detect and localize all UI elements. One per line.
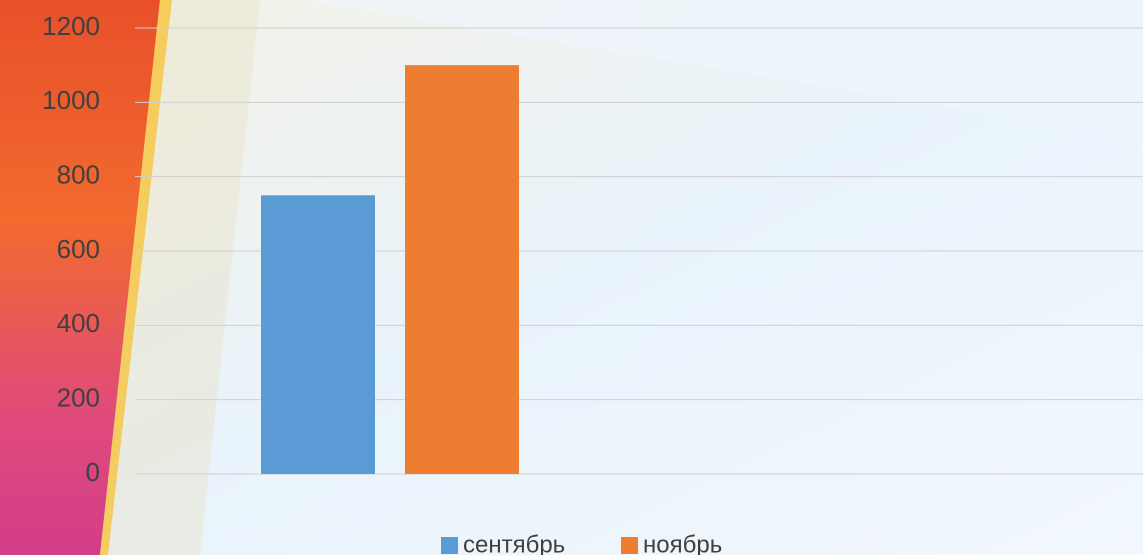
y-tick-label: 0: [86, 457, 100, 487]
y-tick-label: 200: [57, 383, 100, 413]
y-tick-label: 800: [57, 160, 100, 190]
chart: 0 200 400 600 800 1000 1200 сентябрь ноябрь: [0, 0, 1143, 555]
legend-swatch: [441, 537, 458, 554]
y-tick-label: 1000: [42, 85, 100, 115]
y-tick-label: 400: [57, 308, 100, 338]
bar: [261, 195, 375, 474]
legend-swatch: [621, 537, 638, 554]
bar: [405, 65, 519, 474]
y-tick-label: 1200: [42, 11, 100, 41]
legend-label: сентябрь: [463, 531, 565, 555]
y-tick-label: 600: [57, 234, 100, 264]
legend-label: ноябрь: [643, 531, 722, 555]
